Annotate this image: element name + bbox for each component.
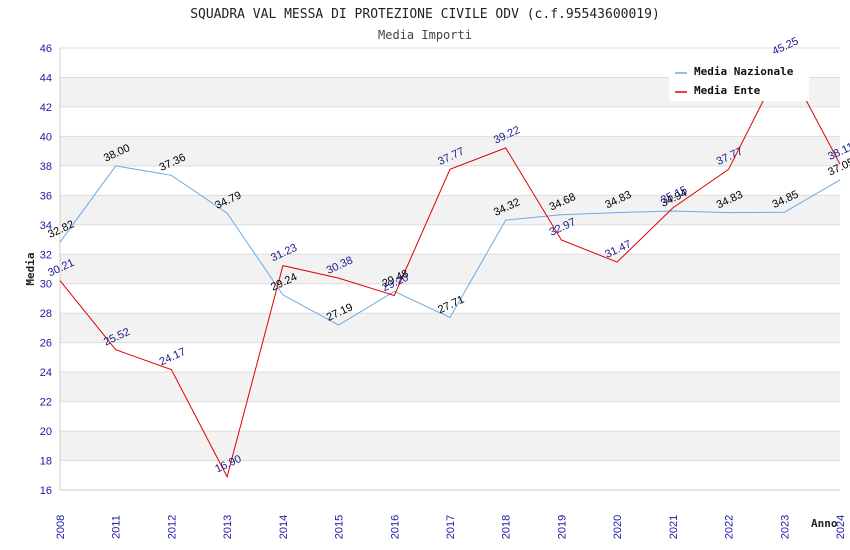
- data-label-ente: 45.25: [770, 35, 800, 58]
- legend-box: [669, 58, 809, 101]
- grid-band: [60, 313, 840, 343]
- y-tick-label: 18: [40, 456, 52, 468]
- y-tick-label: 40: [40, 131, 52, 143]
- chart-title: SQUADRA VAL MESSA DI PROTEZIONE CIVILE O…: [190, 7, 660, 22]
- y-tick-label: 28: [40, 308, 52, 320]
- legend: Media Nazionale Media Ente: [669, 58, 809, 101]
- x-tick-label: 2023: [779, 515, 791, 539]
- grid-band: [60, 254, 840, 284]
- x-tick-label: 2013: [222, 515, 234, 539]
- y-tick-label: 36: [40, 190, 52, 202]
- grid-bands: [60, 77, 840, 461]
- x-tick-label: 2020: [612, 515, 624, 539]
- data-label-ente: 24.17: [158, 346, 188, 369]
- y-tick-label: 46: [40, 43, 52, 55]
- y-tick-label: 38: [40, 161, 52, 173]
- x-tick-label: 2018: [501, 515, 513, 539]
- y-tick-label: 20: [40, 426, 52, 438]
- grid-band: [60, 195, 840, 225]
- x-tick-label: 2015: [334, 515, 346, 539]
- chart-subtitle: Media Importi: [378, 28, 472, 42]
- x-tick-label: 2021: [668, 515, 680, 539]
- grid-band: [60, 372, 840, 402]
- x-tick-label: 2022: [724, 515, 736, 539]
- series-line-ente: [59, 58, 841, 479]
- x-tick-label: 2024: [835, 515, 847, 539]
- legend-label-ente: Media Ente: [694, 84, 761, 97]
- y-tick-label: 16: [40, 485, 52, 497]
- x-tick-label: 2008: [55, 515, 67, 539]
- legend-label-nazionale: Media Nazionale: [694, 65, 794, 78]
- series-lines: [59, 58, 841, 479]
- x-tick-label: 2011: [111, 515, 123, 539]
- y-tick-label: 26: [40, 338, 52, 350]
- y-tick-label: 24: [40, 367, 52, 379]
- y-tick-label: 42: [40, 102, 52, 114]
- x-tick-labels: 2008 2011 2012 2013 2014 2015 2016 2017 2018 2019…: [55, 515, 847, 539]
- x-tick-label: 2012: [166, 515, 178, 539]
- y-tick-label: 30: [40, 279, 52, 291]
- grid-band: [60, 431, 840, 461]
- x-tick-label: 2017: [445, 515, 457, 539]
- y-axis-label: Media: [24, 252, 37, 285]
- x-tick-label: 2019: [556, 515, 568, 539]
- grid-band: [60, 136, 840, 166]
- x-tick-label: 2014: [278, 515, 290, 539]
- x-axis-label: Anno: [811, 517, 838, 530]
- y-tick-label: 34: [40, 220, 52, 232]
- y-tick-label: 32: [40, 249, 52, 261]
- x-tick-label: 2016: [389, 515, 401, 539]
- y-tick-label: 44: [40, 72, 52, 84]
- series-line-nazionale: [59, 165, 841, 326]
- y-tick-label: 22: [40, 397, 52, 409]
- y-tick-labels: 16 18 20 22 24 26 28 30 32 34 36 38 40 42 44 46: [40, 43, 52, 497]
